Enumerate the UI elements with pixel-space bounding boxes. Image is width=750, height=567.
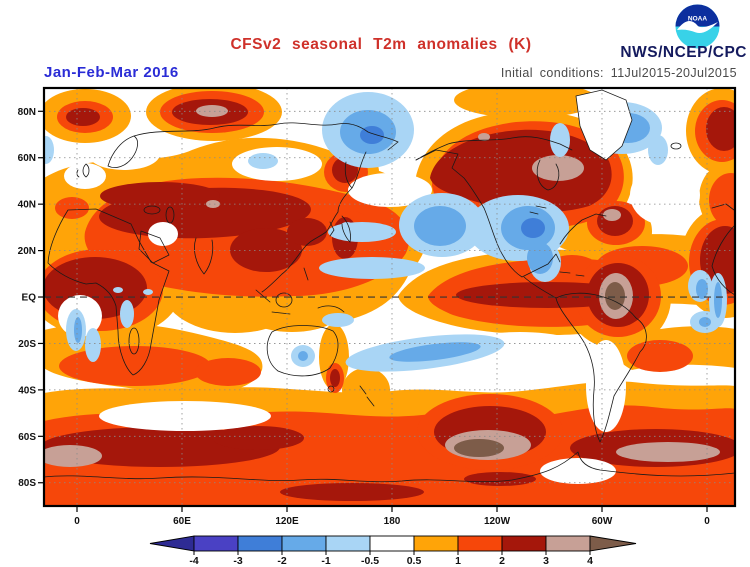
logo-text: NOAA [688,16,707,23]
axis-ticks [38,110,708,512]
svg-text:-2: -2 [277,555,286,567]
svg-text:0: 0 [74,516,80,527]
svg-text:60N: 60N [18,153,36,164]
svg-text:80S: 80S [18,478,36,489]
colorbar: -4 -3 -2 -1 -0.5 0.5 1 2 3 4 [149,535,637,567]
anomaly-layer-neutral [58,138,700,484]
svg-text:40N: 40N [18,200,36,211]
svg-text:120W: 120W [484,516,511,527]
svg-text:60E: 60E [173,516,191,527]
svg-text:4: 4 [587,555,593,567]
svg-text:-4: -4 [189,555,198,567]
svg-text:0.5: 0.5 [407,555,422,567]
svg-text:EQ: EQ [22,293,37,304]
logo-dome-navy [675,4,720,27]
svg-text:0: 0 [704,516,710,527]
anomaly-field [44,88,735,506]
svg-text:180: 180 [384,516,401,527]
svg-text:120E: 120E [275,516,299,527]
svg-text:3: 3 [543,555,549,567]
svg-text:20N: 20N [18,246,36,257]
season-label: Jan-Feb-Mar 2016 [44,64,179,81]
svg-text:-3: -3 [233,555,242,567]
init-conditions-label: Initial conditions: 11Jul2015-20Jul2015 [500,66,737,80]
svg-text:40S: 40S [18,385,36,396]
svg-text:-1: -1 [321,555,330,567]
coastlines [44,89,735,483]
svg-text:2: 2 [499,555,505,567]
anomaly-layer-brown [454,282,625,457]
svg-text:-0.5: -0.5 [361,555,379,567]
org-label: NWS/NCEP/CPC [620,44,747,61]
gridlines [44,88,735,506]
svg-text:60S: 60S [18,432,36,443]
longitude-axis-labels: 0 60E 120E 180 120W 60W 0 [74,516,710,527]
svg-text:1: 1 [455,555,461,567]
plot-title: CFSv2 seasonal T2m anomalies (K) [230,36,532,53]
latitude-axis-labels: 80N 60N 40N 20N EQ 20S 40S 60S 80S [18,107,37,489]
noaa-logo: NOAA [675,4,720,49]
svg-text:20S: 20S [18,339,36,350]
seagull-icon [677,21,718,34]
svg-text:60W: 60W [592,516,613,527]
svg-text:80N: 80N [18,107,36,118]
